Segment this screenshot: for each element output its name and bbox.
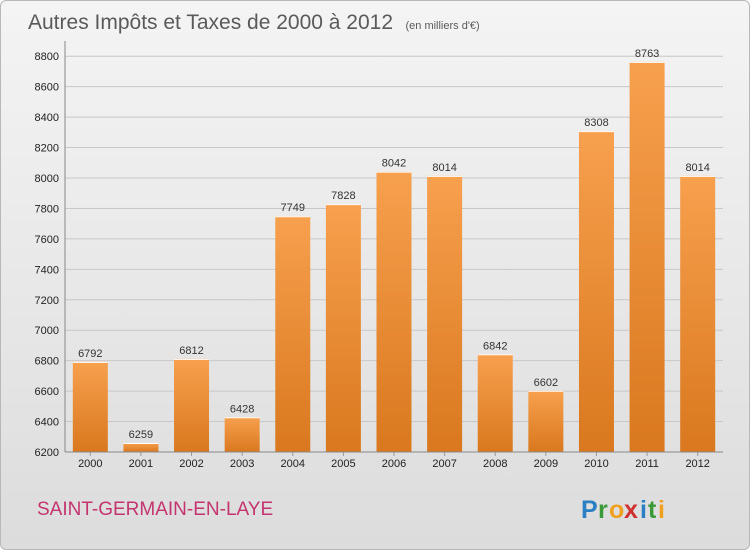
- y-tick-label: 7000: [35, 325, 59, 337]
- value-label-2011: 8763: [635, 48, 659, 60]
- x-tick-label-2008: 2008: [483, 458, 507, 470]
- bar-2010: [578, 131, 614, 453]
- y-tick-label: 8400: [35, 112, 59, 124]
- bar-2011: [629, 61, 665, 453]
- y-tick-label: 8800: [35, 51, 59, 63]
- x-tick-label-2011: 2011: [635, 458, 659, 470]
- x-tick-label-2009: 2009: [534, 458, 558, 470]
- logo-letter: x: [624, 496, 638, 524]
- bar-2007: [427, 175, 463, 452]
- value-label-2009: 6602: [534, 377, 558, 389]
- bar-2001: [123, 443, 159, 452]
- logo-letter: i: [658, 496, 665, 524]
- chart-title-unit: (en milliers d'€): [405, 20, 479, 32]
- value-label-2004: 7749: [281, 202, 305, 214]
- value-label-2008: 6842: [483, 340, 507, 352]
- axis-lines: [64, 41, 723, 453]
- y-tick-label: 6200: [35, 447, 59, 459]
- logo-letter: r: [598, 496, 608, 524]
- bar-2000: [72, 361, 108, 452]
- y-tick-label: 8600: [35, 82, 59, 94]
- value-label-2005: 7828: [331, 190, 355, 202]
- bar-2008: [477, 354, 513, 452]
- bar-2002: [174, 358, 210, 452]
- logo-letter: P: [581, 496, 598, 524]
- y-tick-label: 7200: [35, 295, 59, 307]
- city-name: SAINT-GERMAIN-EN-LAYE: [37, 499, 273, 520]
- x-tick-label-2003: 2003: [230, 458, 254, 470]
- y-tick-label: 7800: [35, 203, 59, 215]
- bar-2004: [275, 216, 311, 452]
- value-label-2003: 6428: [230, 403, 254, 415]
- value-label-2012: 8014: [685, 162, 709, 174]
- x-tick-label-2004: 2004: [281, 458, 305, 470]
- bar-2009: [528, 390, 564, 452]
- y-tick-label: 6600: [35, 386, 59, 398]
- logo-letter: i: [640, 496, 647, 524]
- chart-title: Autres Impôts et Taxes de 2000 à 2012 (e…: [28, 11, 480, 34]
- y-tick-label: 8200: [35, 143, 59, 155]
- x-tick-label-2000: 2000: [78, 458, 102, 470]
- value-label-2006: 8042: [382, 158, 406, 170]
- y-axis-ticks: 6200 6400 6600 6800 7000 7200 7400 7600 7800 8000…: [35, 51, 59, 459]
- x-tick-label-2005: 2005: [331, 458, 355, 470]
- y-tick-label: 7600: [35, 234, 59, 246]
- x-tick-label-2001: 2001: [129, 458, 153, 470]
- y-tick-label: 7400: [35, 264, 59, 276]
- x-tick-label-2007: 2007: [432, 458, 456, 470]
- x-tick-label-2002: 2002: [179, 458, 203, 470]
- value-label-2007: 8014: [432, 162, 456, 174]
- chart-title-main: Autres Impôts et Taxes de 2000 à 2012: [28, 11, 393, 34]
- bar-2006: [376, 171, 412, 452]
- value-label-2001: 6259: [129, 429, 153, 441]
- y-tick-label: 6800: [35, 356, 59, 368]
- y-tick-label: 8000: [35, 173, 59, 185]
- bars: [72, 61, 716, 453]
- bar-2005: [325, 204, 361, 452]
- logo-letter: o: [609, 496, 624, 524]
- bar-2012: [680, 175, 716, 452]
- y-tick-label: 6400: [35, 417, 59, 429]
- x-tick-label-2012: 2012: [685, 458, 709, 470]
- x-tick-label-2010: 2010: [584, 458, 608, 470]
- value-labels: 6792 6259 6812 6428 7749 7828 8042 8014 6842 6602…: [78, 48, 710, 441]
- bar-2003: [224, 417, 260, 452]
- value-label-2000: 6792: [78, 348, 102, 360]
- x-axis-ticks: 2000 2001 2002 2003 2004 2005 2006 2007 2008 2009…: [78, 452, 710, 470]
- value-label-2010: 8308: [584, 117, 608, 129]
- value-label-2002: 6812: [179, 345, 203, 357]
- logo-letter: t: [648, 496, 657, 524]
- x-tick-label-2006: 2006: [382, 458, 406, 470]
